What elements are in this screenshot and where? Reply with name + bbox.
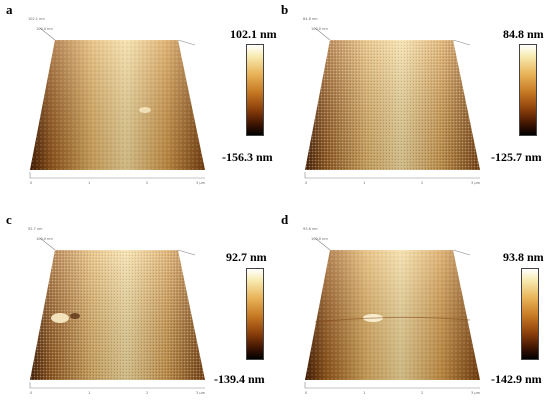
x-tick-2: 2 (146, 181, 148, 185)
x-tick-1: 1 (88, 181, 90, 185)
z-tick-label-2: 100.0 nm (36, 27, 53, 31)
colorbar-max-label: 92.7 nm (226, 250, 267, 264)
colorbar-min-label: -142.9 nm (491, 372, 542, 386)
panel-b: b 84.8 nm 100.0 nm 0 1 2 3 μm 84.8 nm -1… (275, 0, 550, 209)
panel-label: d (281, 212, 289, 227)
afm-surface-image: 93.8 nm 100.0 nm 0 1 2 3 μm (303, 227, 481, 395)
height-colorbar (521, 268, 539, 360)
x-tick-0: 0 (305, 391, 307, 395)
z-tick-label-2: 100.0 nm (311, 237, 328, 241)
z-tick-label: 102.1 nm (28, 17, 45, 21)
panel-label: b (281, 2, 289, 17)
height-colorbar (519, 44, 537, 136)
z-tick-label: 84.8 nm (303, 17, 318, 21)
z-tick-label: 93.8 nm (303, 227, 318, 231)
x-tick-3: 3 μm (471, 181, 481, 185)
x-tick-3: 3 μm (196, 391, 206, 395)
panel-d: d 93.8 nm 100.0 nm 0 1 2 3 μm 93.8 nm -1… (275, 210, 550, 419)
panel-label: c (6, 212, 12, 227)
colorbar-min-label: -139.4 nm (214, 372, 265, 386)
colorbar-max-label: 84.8 nm (503, 27, 544, 41)
x-tick-0: 0 (30, 181, 32, 185)
x-tick-3: 3 μm (471, 391, 481, 395)
x-tick-1: 1 (88, 391, 90, 395)
z-tick-label-2: 100.0 nm (311, 27, 328, 31)
height-colorbar (246, 268, 264, 360)
z-tick-label-2: 100.0 nm (36, 237, 53, 241)
colorbar-min-label: -125.7 nm (491, 150, 542, 164)
x-tick-2: 2 (146, 391, 148, 395)
x-tick-1: 1 (363, 181, 365, 185)
afm-surface-image: 92.7 nm 100.0 nm 0 1 2 3 μm (28, 227, 206, 395)
panel-a: a 102.1 nm 100.0 nm 0 1 2 3 μm 102.1 nm … (0, 0, 277, 209)
x-tick-0: 0 (305, 181, 307, 185)
colorbar-max-label: 93.8 nm (503, 250, 544, 264)
panel-c: c 92.7 nm 100.0 nm 0 1 2 3 μm 92.7 nm -1… (0, 210, 275, 419)
afm-surface-image: 102.1 nm 100.0 nm 0 1 2 3 μm (28, 17, 206, 185)
x-tick-1: 1 (363, 391, 365, 395)
x-tick-2: 2 (421, 181, 423, 185)
x-tick-2: 2 (421, 391, 423, 395)
height-colorbar (246, 44, 264, 136)
x-tick-3: 3 μm (196, 181, 206, 185)
x-tick-0: 0 (30, 391, 32, 395)
panel-label: a (6, 2, 13, 17)
afm-surface-image: 84.8 nm 100.0 nm 0 1 2 3 μm (303, 17, 481, 185)
z-tick-label: 92.7 nm (28, 227, 43, 231)
colorbar-max-label: 102.1 nm (230, 27, 277, 41)
colorbar-min-label: -156.3 nm (222, 150, 273, 164)
